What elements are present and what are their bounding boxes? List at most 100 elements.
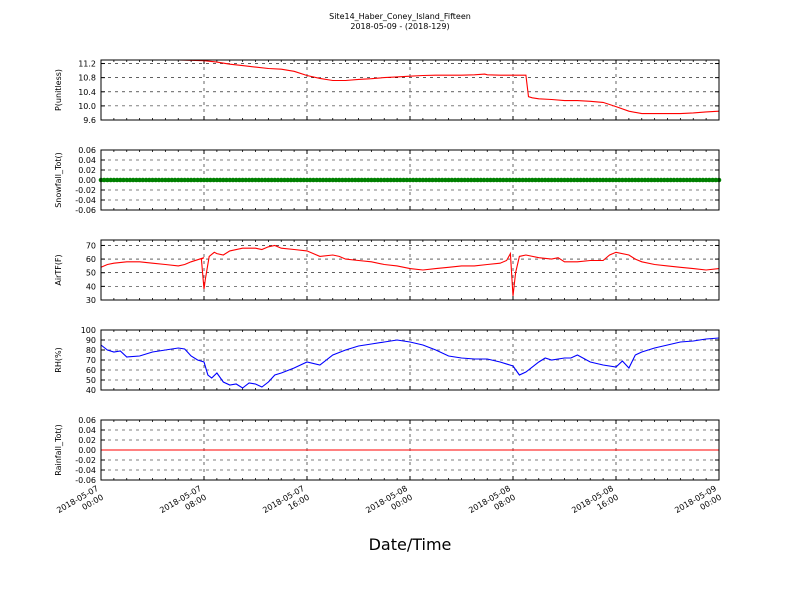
data-point	[262, 177, 268, 183]
data-point	[462, 177, 468, 183]
data-point	[356, 177, 361, 183]
data-point	[439, 177, 445, 183]
data-point	[398, 177, 403, 183]
data-point	[327, 177, 332, 183]
data-point	[459, 177, 464, 183]
series-line	[101, 59, 720, 115]
data-point	[427, 177, 432, 183]
data-point	[159, 177, 165, 183]
y-tick-label: 40	[86, 386, 96, 395]
panel-frame	[100, 419, 720, 481]
data-point	[253, 177, 258, 183]
y-tick-label: 10.0	[78, 102, 96, 111]
data-point	[417, 177, 423, 183]
data-point	[616, 177, 622, 183]
data-point	[204, 177, 210, 183]
data-point	[369, 177, 374, 183]
data-point	[288, 177, 294, 183]
data-point	[295, 177, 300, 183]
data-point	[134, 177, 139, 183]
data-point	[179, 177, 184, 183]
data-point	[668, 177, 673, 183]
data-point	[658, 177, 664, 183]
x-tick-label: 2018-05-0900:00	[673, 484, 723, 524]
y-tick-label: 0.04	[78, 156, 96, 165]
data-point	[214, 177, 220, 183]
data-point	[275, 177, 281, 183]
y-tick-label: -0.06	[75, 476, 96, 485]
data-point	[114, 177, 120, 183]
y-tick-label: 80	[86, 346, 96, 355]
data-point	[211, 177, 216, 183]
data-point	[481, 177, 487, 183]
data-point	[581, 177, 587, 183]
data-point	[201, 177, 207, 183]
data-point	[140, 177, 146, 183]
y-axis-label: Rainfall_Tot()	[54, 424, 63, 476]
data-point	[414, 177, 419, 183]
data-point	[468, 177, 474, 183]
data-point	[539, 177, 545, 183]
data-point	[163, 177, 168, 183]
data-point	[475, 177, 480, 183]
data-point	[256, 177, 262, 183]
data-point	[101, 177, 107, 183]
data-point	[127, 177, 133, 183]
chart-title: Site14_Haber_Coney_Island_Fifteen	[329, 12, 471, 21]
data-point	[542, 177, 548, 183]
x-tick-label: 2018-05-0716:00	[261, 484, 311, 524]
data-point	[452, 177, 458, 183]
data-point	[304, 177, 310, 183]
data-point	[536, 177, 542, 183]
data-point	[694, 177, 699, 183]
data-point	[307, 177, 313, 183]
y-tick-label: -0.02	[75, 186, 96, 195]
data-point	[633, 177, 638, 183]
data-point	[291, 177, 297, 183]
x-tick-label: 2018-05-0808:00	[467, 484, 517, 524]
panel-frame	[100, 59, 720, 121]
data-point	[182, 177, 187, 183]
data-point	[108, 177, 113, 183]
data-point	[195, 177, 200, 183]
data-point	[221, 177, 226, 183]
data-point	[317, 177, 323, 183]
data-point	[385, 177, 390, 183]
data-point	[137, 177, 142, 183]
y-tick-label: 60	[86, 255, 96, 264]
data-point	[150, 177, 155, 183]
y-axis-label: Snowfall_Tot()	[54, 152, 63, 208]
data-point	[349, 177, 355, 183]
y-tick-label: 9.6	[83, 116, 96, 125]
data-point	[446, 177, 451, 183]
data-point	[488, 177, 493, 183]
data-point	[613, 177, 619, 183]
y-tick-label: 0.02	[78, 166, 96, 175]
y-tick-label: 50	[86, 376, 96, 385]
data-point	[147, 177, 152, 183]
data-point	[639, 177, 645, 183]
data-point	[169, 177, 175, 183]
data-point	[472, 177, 477, 183]
data-point	[665, 177, 670, 183]
data-point	[172, 177, 178, 183]
y-tick-label: 70	[86, 356, 96, 365]
data-point	[681, 177, 686, 183]
panel-frame	[100, 149, 720, 211]
data-point	[636, 177, 641, 183]
data-point	[517, 177, 522, 183]
data-point	[423, 177, 429, 183]
data-point	[185, 177, 191, 183]
data-point	[588, 177, 593, 183]
data-point	[359, 177, 365, 183]
y-tick-label: 0.06	[78, 416, 96, 425]
data-point	[420, 177, 426, 183]
x-tick-label: 2018-05-0800:00	[364, 484, 414, 524]
data-point	[282, 177, 287, 183]
y-tick-label: 0.06	[78, 146, 96, 155]
y-axis-label: P(unitless)	[54, 69, 63, 111]
data-point	[343, 177, 348, 183]
y-tick-label: 11.2	[78, 60, 96, 69]
data-point	[565, 177, 570, 183]
